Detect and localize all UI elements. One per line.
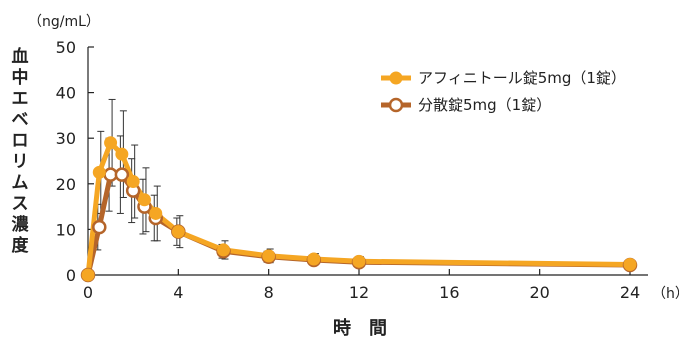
x-axis-label: 時 間: [333, 318, 387, 339]
y-tick-label: 20: [56, 175, 76, 194]
legend-swatch-marker: [388, 97, 404, 113]
x-tick-label: 12: [349, 283, 369, 302]
y-tick-label: 40: [56, 84, 76, 103]
data-point: [352, 254, 366, 268]
axis-ticks: 0 10 20 30 40 50 0 4 8 12 16 20 24: [56, 38, 641, 302]
error-bars: [94, 98, 635, 269]
y-axis-label-char: ム: [12, 173, 29, 193]
data-point: [149, 206, 163, 220]
y-tick-label: 50: [56, 38, 76, 57]
x-tick-label: 8: [264, 283, 274, 302]
y-axis-label-char: リ: [12, 152, 29, 172]
data-point: [104, 136, 118, 150]
x-tick-label: 0: [83, 283, 93, 302]
data-point: [217, 243, 230, 257]
legend-swatch-marker: [389, 71, 403, 85]
y-axis-label-char: ベ: [12, 110, 29, 130]
data-point: [623, 258, 637, 272]
y-axis-label-char: 度: [12, 235, 30, 256]
y-axis-label-char: ス: [12, 194, 29, 214]
data-point: [137, 193, 151, 207]
legend-label: アフィニトール錠5mg（1錠）: [418, 69, 626, 87]
y-axis-label-char: 中: [12, 67, 29, 88]
data-point: [115, 147, 129, 161]
data-point: [262, 249, 276, 263]
y-axis-label-char: 濃: [12, 214, 30, 235]
legend-label: 分散錠5mg（1錠）: [418, 96, 551, 114]
x-axis-unit: （h）: [652, 286, 679, 302]
legend: アフィニトール錠5mg（1錠） 分散錠5mg（1錠）: [381, 69, 626, 114]
y-axis-unit: （ng/mL）: [28, 14, 100, 30]
data-point: [92, 165, 106, 179]
data-point: [171, 225, 185, 239]
data-point: [114, 167, 130, 182]
x-tick-label: 16: [439, 283, 459, 302]
x-tick-label: 4: [173, 283, 183, 302]
x-tick-label: 24: [620, 283, 640, 302]
data-point: [307, 252, 321, 266]
data-point: [126, 175, 140, 189]
y-tick-label: 30: [56, 129, 76, 148]
y-tick-label: 0: [66, 266, 76, 285]
y-axis-label-char: エ: [12, 89, 29, 109]
x-tick-label: 20: [529, 283, 549, 302]
y-axis-label-char: 血: [12, 46, 29, 67]
series-markers: [80, 136, 638, 283]
y-axis-label-char: ロ: [12, 131, 29, 151]
data-point: [81, 268, 95, 282]
y-tick-label: 10: [56, 220, 76, 239]
data-point: [92, 219, 107, 235]
